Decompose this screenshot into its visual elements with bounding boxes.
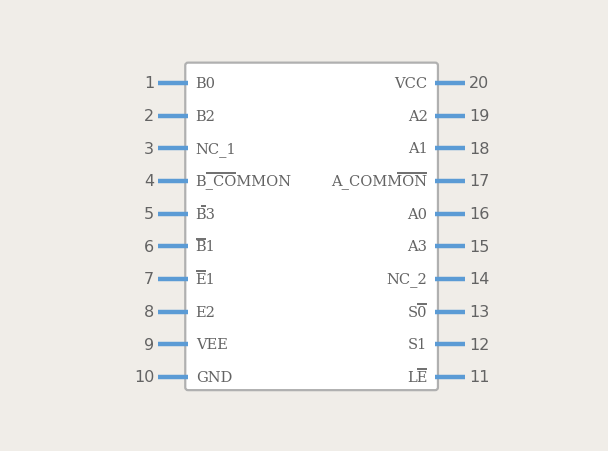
- Text: S0: S0: [408, 305, 427, 319]
- Text: 2: 2: [144, 109, 154, 124]
- Text: 8: 8: [144, 304, 154, 319]
- Text: A0: A0: [407, 207, 427, 221]
- Text: 10: 10: [134, 370, 154, 385]
- Text: 20: 20: [469, 76, 489, 91]
- Text: 1: 1: [144, 76, 154, 91]
- Text: 19: 19: [469, 109, 489, 124]
- Text: 9: 9: [144, 337, 154, 352]
- Text: 12: 12: [469, 337, 489, 352]
- Text: NC_1: NC_1: [196, 142, 237, 156]
- Text: 3: 3: [144, 141, 154, 156]
- Text: 4: 4: [144, 174, 154, 189]
- Text: A2: A2: [407, 109, 427, 123]
- Text: 6: 6: [144, 239, 154, 254]
- Text: 18: 18: [469, 141, 489, 156]
- Text: A_COMMON: A_COMMON: [331, 174, 427, 189]
- Text: 7: 7: [144, 272, 154, 287]
- Text: VEE: VEE: [196, 337, 227, 351]
- Text: GND: GND: [196, 370, 232, 384]
- Text: 11: 11: [469, 370, 489, 385]
- Text: 13: 13: [469, 304, 489, 319]
- Text: B3: B3: [196, 207, 216, 221]
- Text: B_COMMON: B_COMMON: [196, 174, 292, 189]
- FancyBboxPatch shape: [185, 64, 438, 390]
- Text: A3: A3: [407, 239, 427, 253]
- Text: LE: LE: [407, 370, 427, 384]
- Text: B0: B0: [196, 77, 216, 91]
- Text: E2: E2: [196, 305, 216, 319]
- Text: 16: 16: [469, 207, 489, 221]
- Text: A1: A1: [408, 142, 427, 156]
- Text: 5: 5: [144, 207, 154, 221]
- Text: 15: 15: [469, 239, 489, 254]
- Text: 14: 14: [469, 272, 489, 287]
- Text: B2: B2: [196, 109, 216, 123]
- Text: VCC: VCC: [395, 77, 427, 91]
- Text: 17: 17: [469, 174, 489, 189]
- Text: S1: S1: [408, 337, 427, 351]
- Text: E1: E1: [196, 272, 215, 286]
- Text: NC_2: NC_2: [387, 272, 427, 287]
- Text: B1: B1: [196, 239, 215, 253]
